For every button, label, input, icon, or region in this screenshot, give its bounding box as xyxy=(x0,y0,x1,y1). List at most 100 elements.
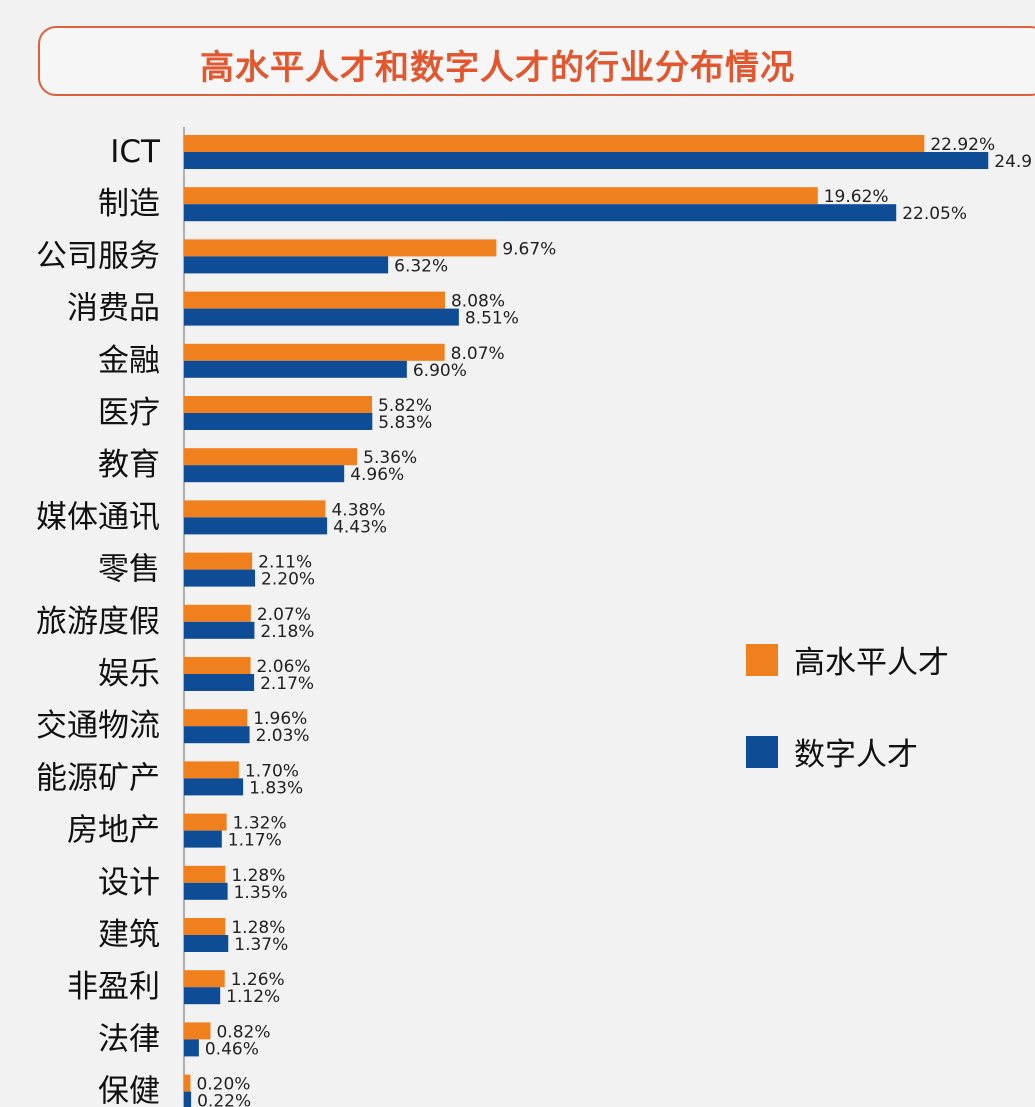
value-label: 1.37% xyxy=(234,935,288,955)
bar-digital xyxy=(184,987,221,1005)
value-label: 0.82% xyxy=(216,1022,270,1042)
bar-digital xyxy=(184,569,256,587)
category-label: 媒体通讯 xyxy=(36,499,160,535)
bar-high-level xyxy=(184,970,225,988)
category-label: 公司服务 xyxy=(36,238,160,274)
value-label: 0.46% xyxy=(205,1039,259,1059)
bar-high-level xyxy=(184,813,227,831)
value-label: 8.51% xyxy=(465,309,519,329)
value-label: 1.12% xyxy=(226,987,280,1007)
category-label: 房地产 xyxy=(67,813,160,849)
bar-digital xyxy=(184,1039,199,1057)
value-label: 1.32% xyxy=(233,814,287,834)
legend-label: 数字人才 xyxy=(794,737,918,773)
value-label: 2.06% xyxy=(257,657,311,677)
value-label: 1.28% xyxy=(231,866,285,886)
legend-swatch xyxy=(746,644,778,676)
category-label: ICT xyxy=(110,134,161,170)
bar-digital xyxy=(184,256,389,274)
value-label: 2.20% xyxy=(261,570,315,590)
bar-high-level xyxy=(184,500,326,518)
category-label: 建筑 xyxy=(98,917,160,953)
category-label: 医疗 xyxy=(98,395,160,431)
value-label: 6.32% xyxy=(394,256,448,276)
value-label: 5.36% xyxy=(363,448,417,468)
bar-digital xyxy=(184,360,407,378)
bar-high-level xyxy=(184,396,372,413)
bar-high-level xyxy=(184,239,497,257)
value-label: 4.43% xyxy=(333,517,387,537)
bar-high-level xyxy=(184,1074,191,1092)
bar-high-level xyxy=(184,604,251,622)
category-label: 旅游度假 xyxy=(36,604,160,640)
title-box: 高水平人才和数字人才的行业分布情况 xyxy=(38,26,1035,96)
value-label: 22.92% xyxy=(930,135,995,155)
bar-high-level xyxy=(184,291,445,309)
category-label: 保健 xyxy=(98,1074,160,1107)
value-label: 1.17% xyxy=(228,831,282,851)
bar-digital xyxy=(184,621,255,639)
bar-digital xyxy=(184,308,459,326)
bar-high-level xyxy=(184,865,226,883)
category-label: 设计 xyxy=(98,865,160,901)
value-label: 0.22% xyxy=(197,1092,251,1107)
value-label: 2.07% xyxy=(257,605,311,625)
value-label: 5.83% xyxy=(378,413,432,433)
chart-title: 高水平人才和数字人才的行业分布情况 xyxy=(200,48,795,88)
category-label: 能源矿产 xyxy=(36,760,160,796)
value-label: 1.70% xyxy=(245,761,299,781)
bar-high-level xyxy=(184,1022,211,1040)
value-label: 2.11% xyxy=(258,553,312,573)
value-label: 0.20% xyxy=(196,1075,250,1095)
value-label: 4.38% xyxy=(331,500,385,520)
value-label: 19.62% xyxy=(824,187,889,207)
value-label: 8.08% xyxy=(451,292,505,312)
bar-high-level xyxy=(184,918,226,935)
legend-swatch xyxy=(746,736,778,768)
bar-high-level xyxy=(184,187,818,205)
value-label: 24.9 xyxy=(994,152,1032,172)
value-label: 1.26% xyxy=(231,970,285,990)
bar-digital xyxy=(184,465,345,483)
bar-high-level xyxy=(184,657,251,674)
category-label: 教育 xyxy=(98,447,160,483)
bar-digital xyxy=(184,152,989,169)
category-label: 消费品 xyxy=(67,291,160,327)
bar-high-level xyxy=(184,552,253,570)
value-label: 9.67% xyxy=(502,239,556,259)
bar-digital xyxy=(184,413,373,430)
bar-high-level xyxy=(184,135,925,152)
value-label: 1.35% xyxy=(234,883,288,903)
category-label: 交通物流 xyxy=(36,708,160,744)
value-label: 2.17% xyxy=(260,674,314,694)
bar-high-level xyxy=(184,343,445,361)
bar-digital xyxy=(184,204,897,222)
bar-digital xyxy=(184,778,244,796)
bar-digital xyxy=(184,882,228,900)
bar-digital xyxy=(184,726,250,744)
value-label: 5.82% xyxy=(378,396,432,416)
bar-digital xyxy=(184,935,229,952)
bar-digital xyxy=(184,830,222,848)
bar-high-level xyxy=(184,761,239,779)
category-label: 零售 xyxy=(98,552,160,588)
value-label: 1.83% xyxy=(249,778,303,798)
value-label: 2.18% xyxy=(260,622,314,642)
category-label: 法律 xyxy=(98,1021,160,1057)
value-label: 8.07% xyxy=(451,344,505,364)
value-label: 2.03% xyxy=(256,726,310,746)
value-label: 4.96% xyxy=(350,465,404,485)
category-label: 非盈利 xyxy=(67,969,160,1005)
value-label: 22.05% xyxy=(902,204,967,224)
category-label: 娱乐 xyxy=(98,656,160,692)
category-label: 金融 xyxy=(98,343,160,379)
value-label: 1.28% xyxy=(231,918,285,938)
value-label: 1.96% xyxy=(253,709,307,729)
legend-label: 高水平人才 xyxy=(794,645,949,681)
bar-digital xyxy=(184,674,255,691)
bar-high-level xyxy=(184,448,358,466)
bar-high-level xyxy=(184,709,248,727)
category-label: 制造 xyxy=(98,186,160,222)
